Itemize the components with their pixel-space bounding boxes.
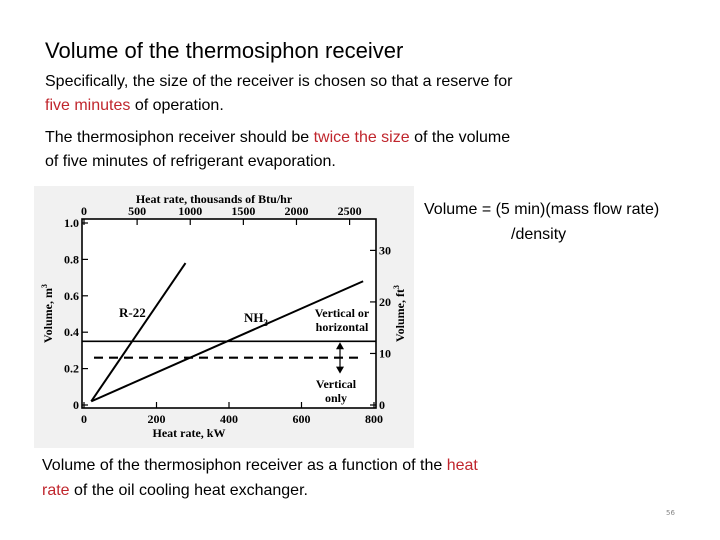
y-axis-label: Volume, m3 — [40, 284, 55, 343]
right-tick-label: 0 — [379, 398, 385, 412]
series-label-nh3-sub: 3 — [264, 318, 269, 328]
right-axis-label-sup: 3 — [392, 285, 401, 289]
x-tick-label: 600 — [293, 412, 311, 426]
top-tick-label: 0 — [81, 204, 87, 218]
series-line-nh3 — [90, 280, 364, 403]
p2-text-a: The thermosiphon receiver should be — [45, 129, 314, 146]
paragraph-reserve: Specifically, the size of the receiver i… — [45, 70, 515, 118]
y-tick-label: 0.2 — [64, 362, 79, 376]
formula-line-2: /density — [511, 226, 567, 243]
right-tick-label: 30 — [379, 243, 391, 257]
caption-text-b: of the oil cooling heat exchanger. — [69, 482, 308, 499]
volume-formula: Volume = (5 min)(mass flow rate) /density — [424, 197, 659, 247]
x-tick-label: 800 — [365, 412, 383, 426]
annotation-arrow-head-up — [336, 342, 344, 350]
y-tick-label: 0.8 — [64, 252, 79, 266]
right-tick-label: 20 — [379, 295, 391, 309]
y-tick-label: 1.0 — [64, 216, 79, 230]
top-tick-label: 1000 — [178, 204, 202, 218]
p1-highlight: five minutes — [45, 97, 131, 114]
p2-highlight: twice the size — [313, 129, 410, 146]
figure-caption: Volume of the thermosiphon receiver as a… — [42, 453, 482, 503]
y-tick-label: 0 — [73, 398, 79, 412]
p1-text-b: of operation. — [130, 97, 224, 114]
y-axis-label-sup: 3 — [40, 284, 49, 288]
formula-line-1: Volume = (5 min)(mass flow rate) — [424, 201, 660, 218]
p2-text-b: of the volume of five minutes of refrige… — [45, 129, 511, 170]
series-line-r22 — [90, 262, 187, 402]
top-tick-label: 500 — [128, 204, 146, 218]
caption-highlight: heat rate — [42, 457, 478, 499]
series-label-nh3: NH3 — [244, 310, 269, 328]
series-label-r22: R-22 — [119, 305, 146, 320]
plot-area — [82, 219, 376, 408]
annotation-vertical-only-line1: Vertical — [316, 377, 357, 391]
right-tick-label: 10 — [379, 346, 391, 360]
annotation-vertical-or-line1: Vertical or — [315, 306, 370, 320]
x-axis-label: Heat rate, kW — [153, 426, 226, 440]
annotation-arrow-head-down — [336, 366, 344, 374]
top-axis-label: Heat rate, thousands of Btu/hr — [136, 192, 293, 206]
top-tick-label: 2000 — [284, 204, 308, 218]
p1-text-a: Specifically, the size of the receiver i… — [45, 73, 513, 90]
paragraph-size: The thermosiphon receiver should be twic… — [45, 126, 515, 174]
right-axis-label: Volume, ft3 — [392, 285, 407, 342]
x-tick-label: 200 — [148, 412, 166, 426]
slide-title: Volume of the thermosiphon receiver — [45, 38, 404, 63]
annotation-vertical-or-line2: horizontal — [316, 320, 369, 334]
y-tick-label: 0.6 — [64, 289, 79, 303]
page-number: 56 — [666, 509, 675, 517]
x-tick-label: 400 — [220, 412, 238, 426]
annotation-vertical-only-line2: only — [325, 391, 347, 405]
y-tick-label: 0.4 — [64, 325, 79, 339]
caption-text-a: Volume of the thermosiphon receiver as a… — [42, 457, 447, 474]
top-tick-label: 1500 — [231, 204, 255, 218]
x-tick-label: 0 — [81, 412, 87, 426]
top-tick-label: 2500 — [338, 204, 362, 218]
